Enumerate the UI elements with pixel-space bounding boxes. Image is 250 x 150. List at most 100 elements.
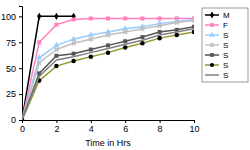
marker (139, 25, 147, 33)
tick-label: 10 (189, 124, 199, 134)
tick-mark (19, 42, 22, 43)
marker (54, 13, 58, 20)
marker (54, 64, 59, 69)
tick-mark (19, 16, 22, 17)
tick: 75 (6, 38, 22, 48)
plot: 02468100255075100 (1, 7, 200, 135)
tick-mark (125, 120, 126, 123)
marker (53, 42, 59, 47)
x-axis: 0 2 4 6 8 10 (20, 120, 200, 134)
marker (140, 41, 145, 46)
marker (192, 30, 194, 35)
tick: 100 (1, 12, 22, 22)
marker (123, 39, 127, 43)
marker (87, 35, 95, 43)
marker (173, 19, 181, 27)
marker (121, 28, 129, 36)
marker (122, 25, 128, 30)
tick-label: 100 (1, 12, 16, 22)
marker (140, 16, 144, 20)
marker (175, 33, 180, 38)
legend: MFSSSSS (202, 8, 248, 82)
marker (37, 40, 41, 44)
tick: 4 (89, 120, 94, 134)
tick-mark (91, 120, 92, 123)
marker (158, 16, 162, 20)
marker (106, 43, 110, 47)
tick: 0 (20, 120, 25, 134)
marker (53, 46, 61, 54)
series-line (22, 18, 194, 120)
legend-marker (210, 53, 214, 57)
tick-mark (19, 120, 22, 121)
marker (106, 50, 111, 55)
legend-label: M (223, 11, 230, 20)
axis-line (23, 121, 195, 124)
tick-mark (194, 120, 195, 123)
marker (140, 35, 144, 39)
legend-label: S (223, 71, 228, 80)
marker (70, 40, 78, 48)
marker (105, 28, 111, 33)
legend-label: F (223, 21, 228, 30)
x-axis-title: Time in Hrs (85, 138, 131, 148)
marker (89, 16, 93, 20)
tick-mark (19, 68, 22, 69)
marker (35, 59, 43, 67)
tick-label: 0 (20, 124, 25, 134)
marker (106, 16, 110, 20)
legend-marker (210, 63, 214, 67)
tick: 8 (158, 120, 163, 134)
legend-label: S (223, 31, 228, 40)
marker (88, 32, 94, 37)
series-line (22, 19, 194, 120)
marker (72, 17, 76, 21)
tick-label: 8 (158, 124, 163, 134)
tick: 50 (6, 64, 22, 74)
axis-line (19, 7, 23, 121)
tick-label: 75 (6, 38, 16, 48)
tick-label: 2 (54, 124, 59, 134)
legend-marker (210, 12, 214, 19)
tick-label: 25 (6, 89, 16, 99)
tick: 10 (189, 120, 199, 134)
marker (36, 54, 42, 59)
legend-marker (208, 41, 215, 48)
marker (89, 55, 94, 60)
marker (89, 48, 93, 52)
series-line (22, 21, 194, 120)
y-axis: 0 25 50 75 100 (1, 7, 23, 126)
marker (157, 36, 162, 41)
legend-label: S (223, 41, 228, 50)
series-line (22, 29, 194, 120)
chart: 02468100255075100Time in HrsMFSSSSS (0, 0, 250, 150)
marker (71, 36, 77, 41)
tick-label: 6 (123, 124, 128, 134)
marker (37, 13, 41, 20)
legend-marker (210, 23, 214, 27)
marker (72, 52, 76, 56)
marker (190, 17, 194, 25)
legend-label: S (223, 51, 228, 60)
tick: 6 (123, 120, 128, 134)
tick: 2 (54, 120, 59, 134)
series-line (22, 32, 194, 120)
marker (158, 30, 162, 34)
tick-mark (56, 120, 57, 123)
marker (54, 54, 58, 58)
legend-marker (209, 32, 215, 37)
marker (123, 45, 128, 50)
legend-label: S (223, 61, 228, 70)
tick: 0 (11, 115, 22, 125)
marker (123, 16, 127, 20)
marker (104, 31, 112, 39)
legend-box (202, 8, 248, 82)
series-line (22, 27, 194, 120)
tick-label: 0 (11, 115, 16, 125)
tick: 25 (6, 89, 22, 99)
tick-mark (160, 120, 161, 123)
marker (71, 59, 76, 64)
marker (54, 23, 58, 27)
tick-label: 4 (89, 124, 94, 134)
tick-label: 50 (6, 64, 16, 74)
